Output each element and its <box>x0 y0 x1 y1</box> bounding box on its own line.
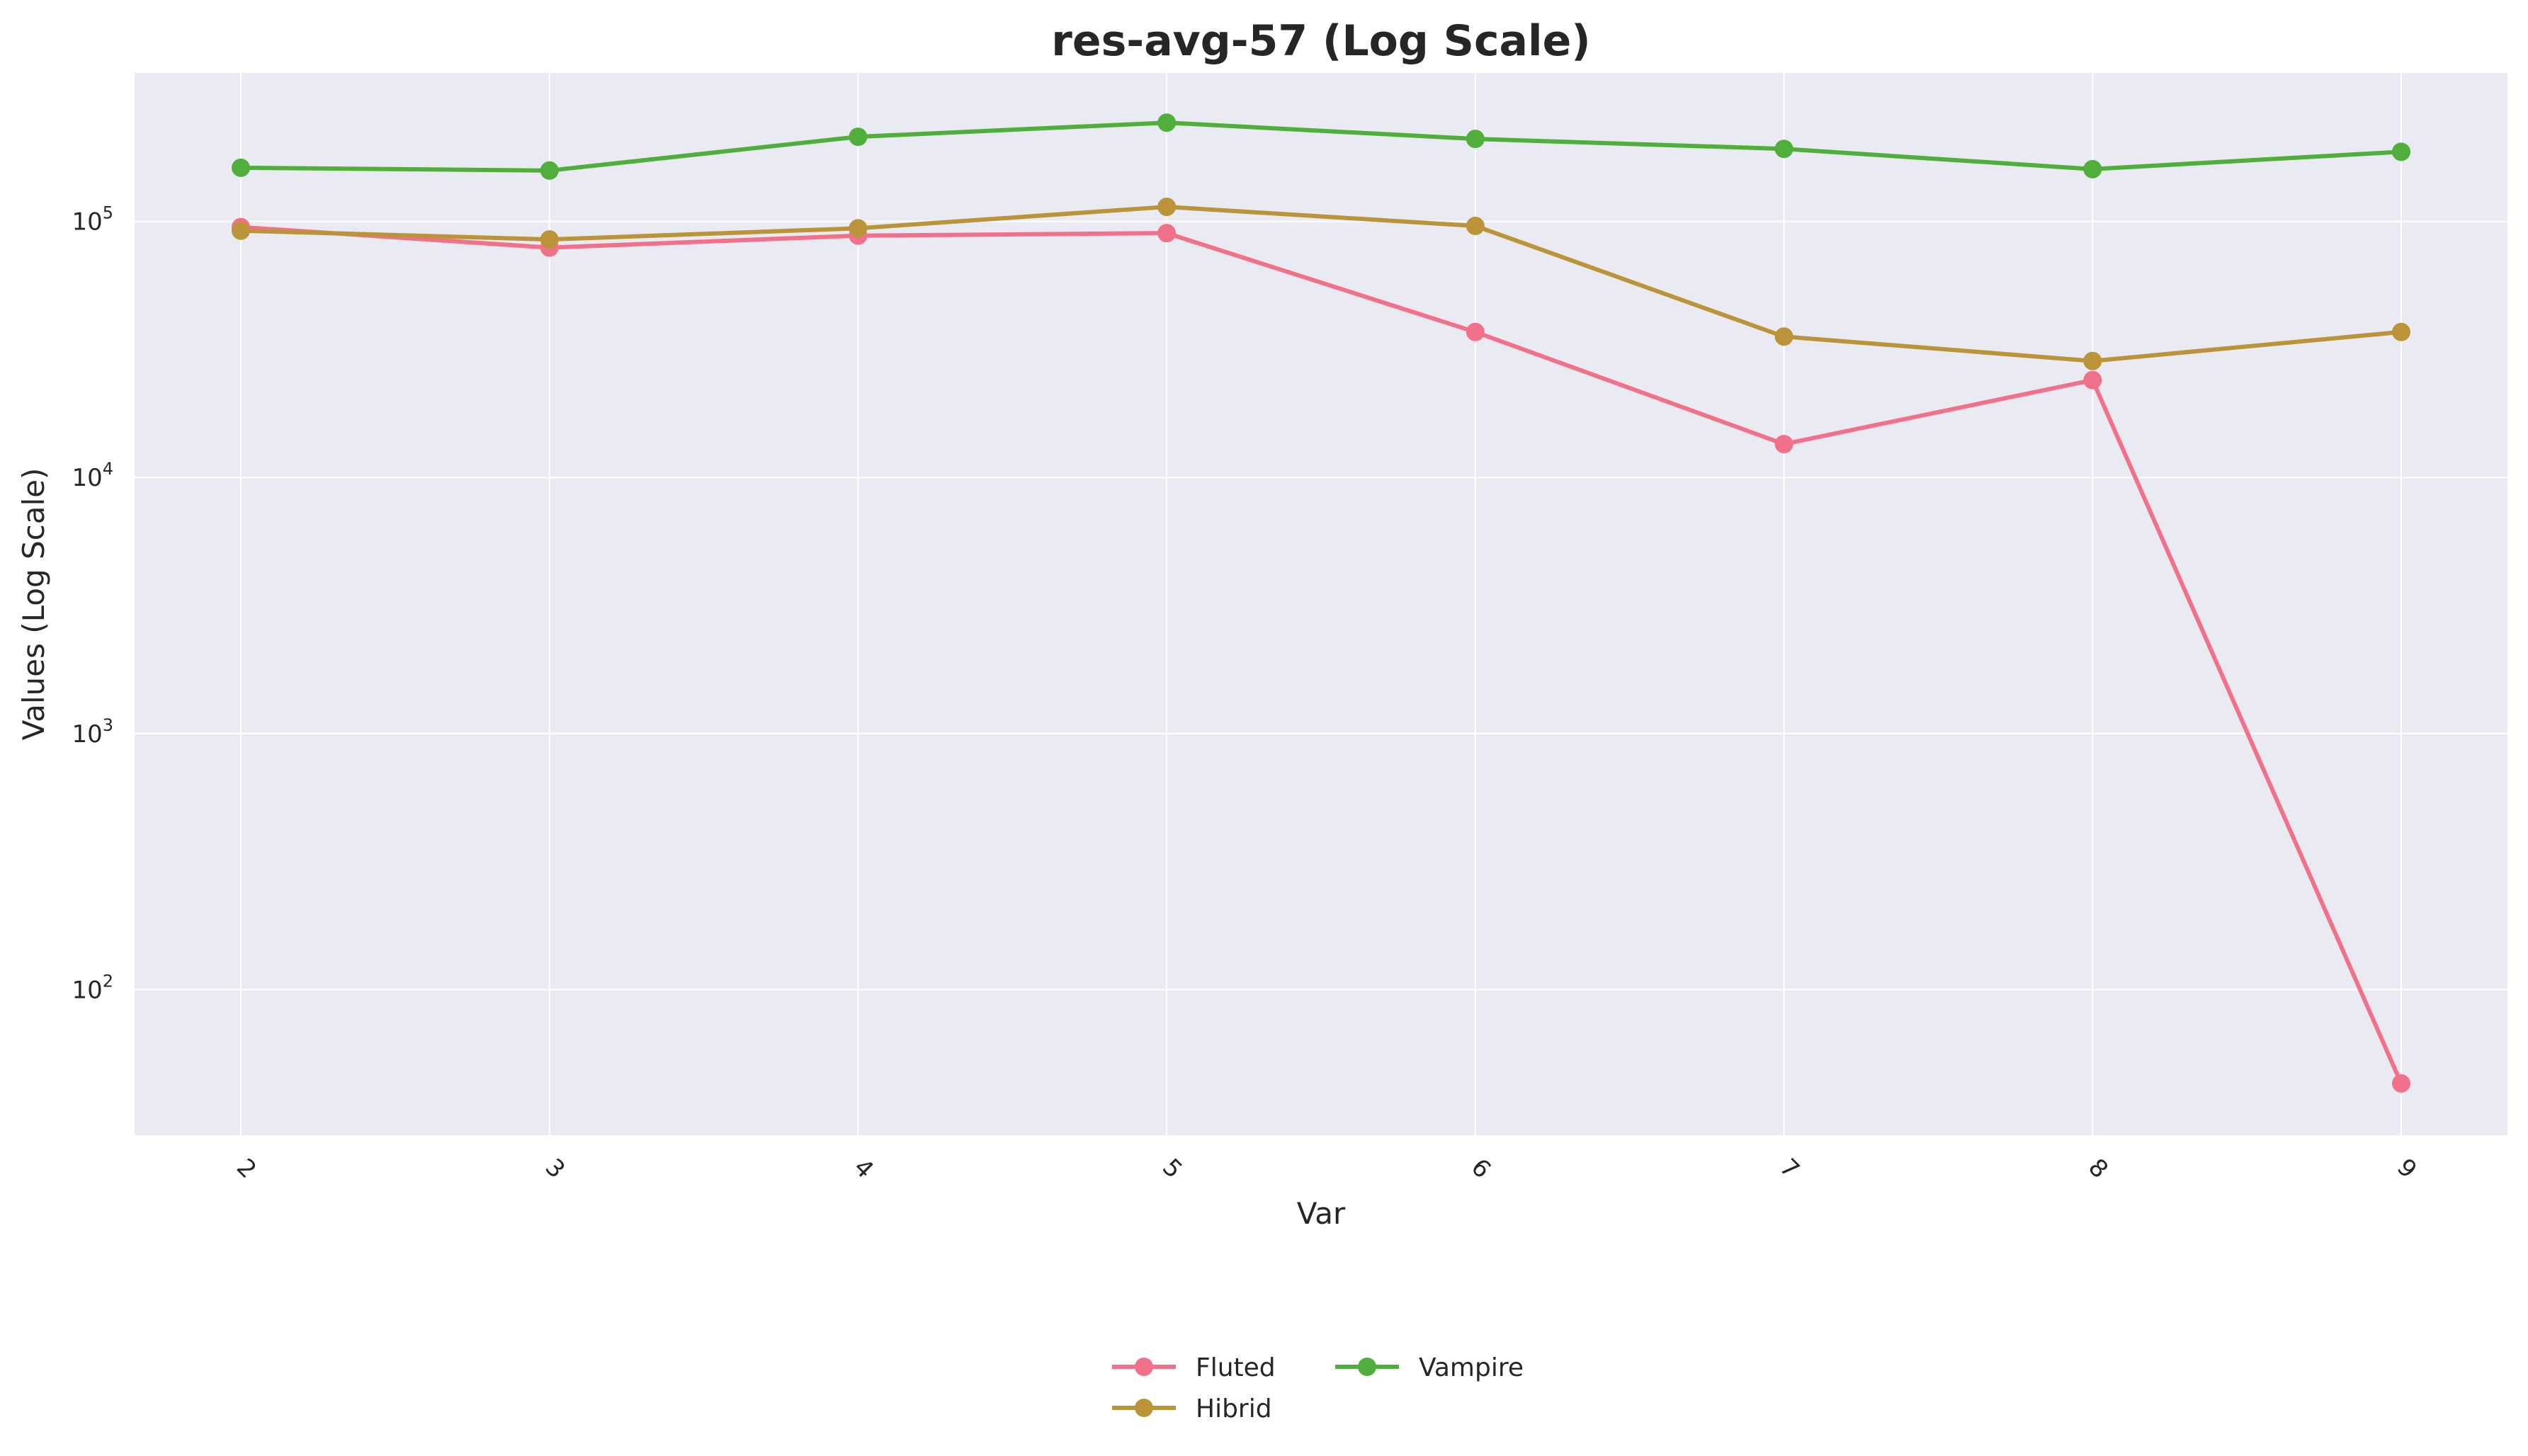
data-point <box>1466 217 1485 236</box>
series-line <box>239 224 2403 1086</box>
y-tick-label: 103 <box>72 715 113 749</box>
legend-label: Vampire <box>1419 1353 1524 1382</box>
legend-item-vampire: Vampire <box>1335 1353 1524 1382</box>
x-tick-label: 8 <box>2082 1153 2114 1184</box>
data-point <box>1774 435 1793 454</box>
data-point <box>849 127 868 147</box>
x-tick-label: 4 <box>848 1153 879 1184</box>
y-tick-base: 10 <box>72 464 102 492</box>
series-hibrid <box>232 198 2410 370</box>
series-vampire <box>232 113 2410 180</box>
legend: Fluted Hibrid Vampire <box>1112 1353 1524 1423</box>
chart-title: res-avg-57 (Log Scale) <box>1051 16 1590 66</box>
legend-marker <box>1135 1358 1153 1376</box>
y-tick-base: 10 <box>72 976 102 1004</box>
plot-area <box>135 73 2507 1135</box>
data-point <box>540 230 559 249</box>
data-point <box>1774 140 1793 159</box>
y-tick-exponent: 4 <box>103 459 113 479</box>
y-tick-exponent: 3 <box>103 715 113 735</box>
series-fluted <box>232 217 2410 1093</box>
data-point <box>1157 224 1177 243</box>
x-axis-label: Var <box>1297 1196 1346 1231</box>
data-point <box>2083 370 2102 389</box>
legend-marker <box>1135 1399 1153 1417</box>
data-point <box>1157 113 1177 132</box>
series-line <box>239 205 2403 363</box>
data-point <box>232 158 250 177</box>
data-point <box>2392 1074 2410 1093</box>
series-line <box>239 120 2403 173</box>
y-tick-exponent: 5 <box>103 203 113 223</box>
data-point <box>232 221 250 240</box>
x-tick-label: 6 <box>1466 1153 1497 1184</box>
data-point <box>849 219 868 238</box>
x-axis-ticks: 2 3 4 5 6 7 8 9 <box>231 1153 2422 1184</box>
data-point <box>2083 351 2102 370</box>
x-tick-label: 5 <box>1157 1153 1188 1184</box>
x-tick-label: 7 <box>1774 1153 1806 1184</box>
y-tick-base: 10 <box>72 720 102 749</box>
x-tick-label: 2 <box>231 1153 262 1184</box>
legend-label: Hibrid <box>1196 1394 1272 1423</box>
y-tick-exponent: 2 <box>103 971 113 991</box>
data-point <box>1774 327 1793 346</box>
data-point <box>1157 198 1177 217</box>
data-point <box>2083 159 2102 178</box>
y-tick-label: 105 <box>72 203 113 237</box>
data-point <box>2392 322 2410 341</box>
legend-marker <box>1358 1358 1376 1376</box>
data-point <box>1466 322 1485 341</box>
legend-item-fluted: Fluted <box>1112 1353 1276 1382</box>
y-tick-label: 104 <box>72 459 113 492</box>
x-tick-label: 9 <box>2391 1153 2422 1184</box>
legend-item-hibrid: Hibrid <box>1112 1394 1272 1423</box>
x-tick-label: 3 <box>540 1153 571 1184</box>
y-tick-label: 102 <box>72 971 113 1004</box>
series-layer <box>232 113 2410 1093</box>
y-tick-base: 10 <box>72 208 102 237</box>
legend-label: Fluted <box>1196 1353 1276 1382</box>
data-point <box>2392 142 2410 161</box>
data-point <box>1466 130 1485 149</box>
y-axis-label: Values (Log Scale) <box>16 468 51 741</box>
data-point <box>540 161 559 180</box>
